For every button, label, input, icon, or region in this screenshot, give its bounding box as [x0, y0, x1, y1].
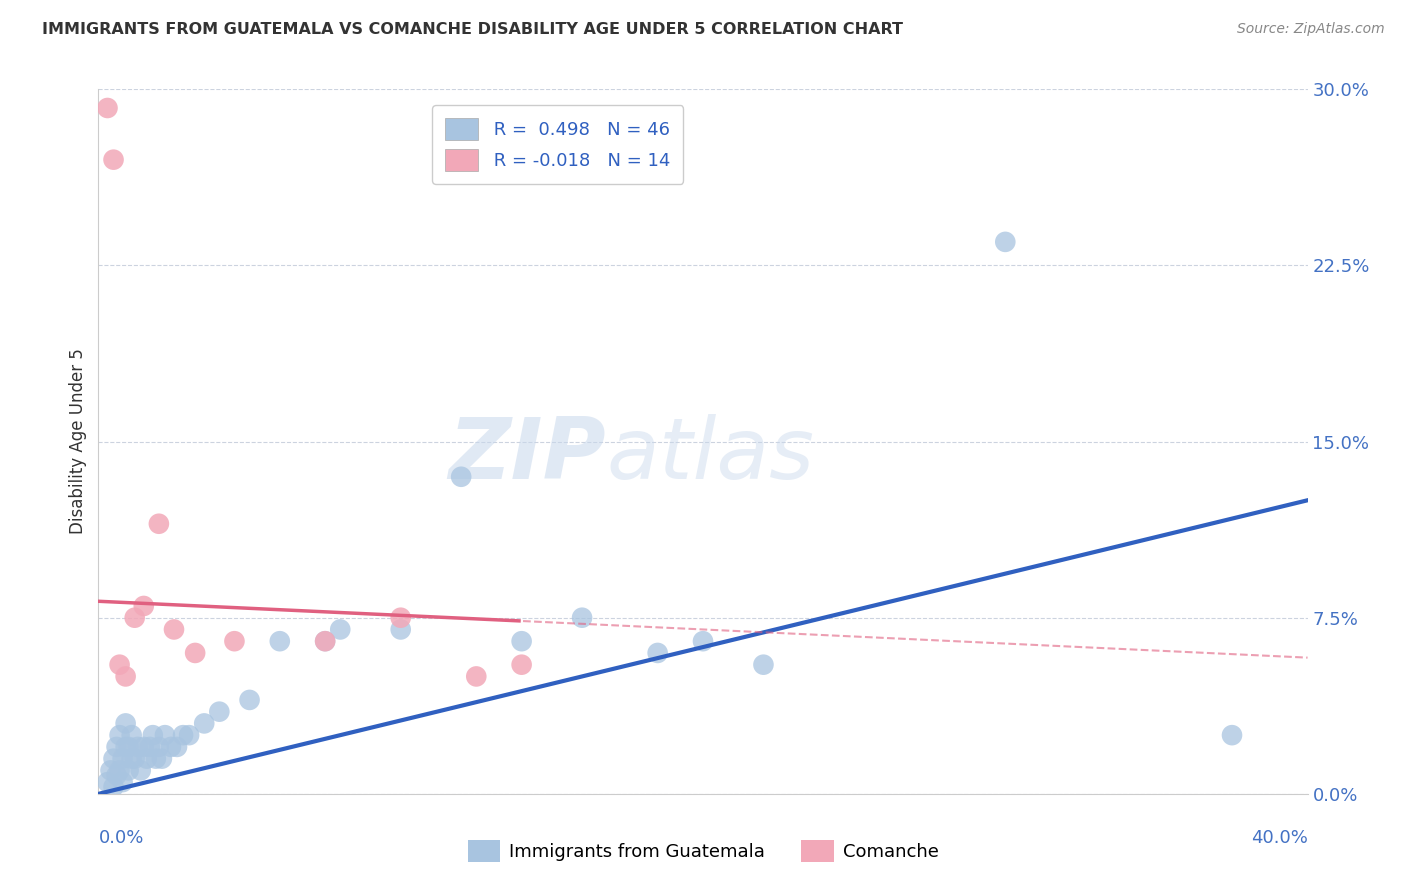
Point — [329, 623, 352, 637]
Point — [163, 623, 186, 637]
Point — [994, 235, 1017, 249]
Point — [239, 693, 262, 707]
Point — [108, 728, 131, 742]
Text: 40.0%: 40.0% — [1251, 830, 1308, 847]
Point — [172, 728, 194, 742]
Point — [184, 646, 207, 660]
Point — [160, 739, 183, 754]
Text: Source: ZipAtlas.com: Source: ZipAtlas.com — [1237, 22, 1385, 37]
Point — [118, 764, 141, 778]
Point — [139, 739, 162, 754]
Point — [111, 751, 134, 765]
Point — [105, 768, 128, 782]
Point — [314, 634, 336, 648]
Point — [121, 728, 143, 742]
Point — [150, 751, 173, 765]
Point — [124, 610, 146, 624]
Point — [224, 634, 246, 648]
Point — [132, 599, 155, 613]
Point — [153, 728, 176, 742]
Point — [108, 764, 131, 778]
Text: 0.0%: 0.0% — [98, 830, 143, 847]
Point — [114, 669, 136, 683]
Point — [127, 739, 149, 754]
Text: atlas: atlas — [606, 414, 814, 497]
Legend: Immigrants from Guatemala, Comanche: Immigrants from Guatemala, Comanche — [460, 833, 946, 870]
Point — [129, 764, 152, 778]
Point — [389, 623, 412, 637]
Point — [166, 739, 188, 754]
Point — [96, 775, 118, 789]
Point — [692, 634, 714, 648]
Point — [208, 705, 231, 719]
Point — [465, 669, 488, 683]
Point — [389, 610, 412, 624]
Point — [135, 751, 157, 765]
Point — [118, 739, 141, 754]
Point — [108, 657, 131, 672]
Point — [145, 751, 167, 765]
Text: ZIP: ZIP — [449, 414, 606, 497]
Point — [103, 751, 125, 765]
Point — [510, 634, 533, 648]
Point — [111, 775, 134, 789]
Y-axis label: Disability Age Under 5: Disability Age Under 5 — [69, 349, 87, 534]
Point — [148, 516, 170, 531]
Point — [96, 101, 118, 115]
Point — [114, 716, 136, 731]
Point — [148, 739, 170, 754]
Point — [179, 728, 201, 742]
Point — [314, 634, 336, 648]
Point — [103, 153, 125, 167]
Point — [510, 657, 533, 672]
Point — [105, 739, 128, 754]
Point — [571, 610, 593, 624]
Text: IMMIGRANTS FROM GUATEMALA VS COMANCHE DISABILITY AGE UNDER 5 CORRELATION CHART: IMMIGRANTS FROM GUATEMALA VS COMANCHE DI… — [42, 22, 903, 37]
Point — [132, 739, 155, 754]
Point — [1220, 728, 1243, 742]
Point — [103, 780, 125, 794]
Point — [121, 751, 143, 765]
Point — [142, 728, 165, 742]
Point — [752, 657, 775, 672]
Point — [114, 739, 136, 754]
Point — [647, 646, 669, 660]
Point — [100, 764, 122, 778]
Point — [450, 469, 472, 483]
Legend:  R =  0.498   N = 46,  R = -0.018   N = 14: R = 0.498 N = 46, R = -0.018 N = 14 — [433, 105, 683, 184]
Point — [124, 751, 146, 765]
Point — [269, 634, 291, 648]
Point — [193, 716, 215, 731]
